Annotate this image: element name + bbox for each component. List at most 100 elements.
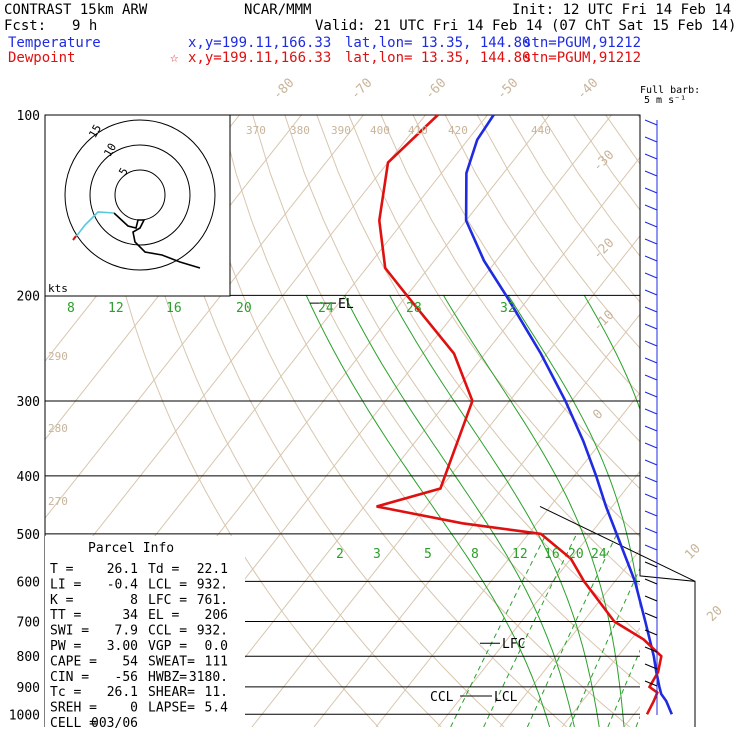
parcel-info-key: EL = bbox=[148, 608, 179, 623]
moist-adiabat-label: 20 bbox=[236, 301, 252, 316]
parcel-info-key: CAPE = bbox=[50, 654, 97, 669]
dry-adiabat bbox=[476, 115, 640, 349]
mixing-ratio-label: 2 bbox=[336, 547, 344, 562]
hodograph-units: kts bbox=[48, 282, 68, 295]
parcel-info-key: CELL = bbox=[50, 716, 97, 731]
mixing-ratio-line bbox=[483, 533, 578, 727]
mixing-ratio-label: 3 bbox=[373, 547, 381, 562]
isotherm-line bbox=[375, 391, 640, 727]
wind-barb bbox=[644, 255, 658, 262]
isotherm-label: -50 bbox=[494, 76, 521, 103]
moist-adiabat-label: 32 bbox=[500, 301, 516, 316]
legend-temperature-xy: x,y=199.11,166.33 bbox=[188, 35, 332, 51]
wind-barb bbox=[644, 187, 658, 194]
wind-barb bbox=[644, 425, 658, 432]
wind-barb bbox=[644, 272, 658, 279]
mixing-ratio-label: 12 bbox=[512, 547, 528, 562]
dry-adiabat bbox=[155, 115, 505, 727]
hodograph-ring-label: 10 bbox=[101, 141, 119, 159]
moist-adiabat bbox=[665, 295, 706, 727]
parcel-info-background bbox=[45, 536, 245, 727]
parcel-info-key: TT = bbox=[50, 608, 81, 623]
parcel-info-value: 3180. bbox=[189, 670, 228, 685]
lfc-label: LFC bbox=[502, 637, 525, 652]
ccl-label: CCL bbox=[430, 690, 454, 705]
wind-barb bbox=[644, 340, 658, 347]
hodograph-trace-low bbox=[74, 211, 115, 239]
parcel-info-value: 932. bbox=[197, 624, 228, 639]
parcel-info-title: Parcel Info bbox=[88, 541, 174, 556]
wind-barb bbox=[644, 153, 658, 160]
wind-barb bbox=[644, 459, 658, 466]
isotherm-label: -20 bbox=[590, 236, 617, 263]
dry-adiabat bbox=[670, 115, 740, 727]
mixing-ratio-line bbox=[658, 534, 737, 727]
parcel-info-key: CIN = bbox=[50, 670, 89, 685]
wind-barb bbox=[644, 680, 658, 687]
isotherm-label: -80 bbox=[270, 76, 297, 103]
wind-barb bbox=[644, 612, 658, 619]
parcel-info-value: 22.1 bbox=[197, 562, 228, 577]
legend-dewpoint-label: Dewpoint bbox=[8, 50, 76, 66]
dry-adiabat bbox=[380, 115, 640, 490]
dry-adiabat bbox=[91, 115, 379, 727]
parcel-info-value: 11. bbox=[205, 685, 228, 700]
moist-adiabat-label: 16 bbox=[166, 301, 182, 316]
isotherm-line bbox=[437, 470, 640, 727]
legend-temperature-stn: stn=PGUM,91212 bbox=[523, 35, 642, 51]
parcel-info-key: LI = bbox=[50, 577, 81, 592]
legend-temperature-label: Temperature bbox=[8, 35, 101, 51]
fcst-label: Fcst: bbox=[4, 18, 47, 34]
wind-barb bbox=[644, 136, 658, 143]
parcel-info-key: LFC = bbox=[148, 593, 187, 608]
moist-adiabat bbox=[389, 295, 600, 727]
parcel-info-value: 7.9 bbox=[115, 624, 138, 639]
isotherm-line bbox=[623, 705, 640, 727]
mixing-ratio-line bbox=[677, 534, 740, 727]
parcel-info-key: T = bbox=[50, 562, 74, 577]
parcel-info-key: LCL = bbox=[148, 577, 187, 592]
legend-dewpoint-stn: stn=PGUM,91212 bbox=[523, 50, 642, 66]
isotherm-label: -70 bbox=[348, 76, 375, 103]
isotherm-label: 10 bbox=[682, 541, 704, 563]
wind-barb bbox=[644, 323, 658, 330]
wind-barb bbox=[644, 306, 658, 313]
moist-adiabat bbox=[344, 295, 575, 727]
mixing-ratio-line bbox=[526, 533, 618, 727]
dry-adiabat bbox=[605, 115, 640, 165]
wind-barb bbox=[644, 357, 658, 364]
hodograph-trace bbox=[113, 212, 201, 269]
dry-adiabat bbox=[348, 115, 640, 538]
isotherm-label: 20 bbox=[704, 603, 726, 625]
wind-barb bbox=[644, 374, 658, 381]
dry-adiabat bbox=[444, 115, 640, 396]
wind-barb bbox=[644, 289, 658, 296]
mixing-ratio-label: 24 bbox=[591, 547, 607, 562]
legend-dewpoint-latlon: lat,lon= 13.35, 144.80 bbox=[345, 50, 531, 66]
pressure-tick-label: 300 bbox=[17, 395, 40, 410]
parcel-info-key: HWBZ= bbox=[148, 670, 187, 685]
legend-temperature-latlon: lat,lon= 13.35, 144.80 bbox=[345, 35, 531, 51]
pressure-tick-label: 800 bbox=[17, 650, 40, 665]
moist-adiabat bbox=[507, 295, 640, 609]
wind-barb bbox=[644, 221, 658, 228]
moist-adiabat-label: 28 bbox=[406, 301, 422, 316]
dry-adiabat bbox=[637, 115, 640, 119]
parcel-info-key: VGP = bbox=[148, 639, 187, 654]
dry-adiabat bbox=[734, 115, 740, 727]
parcel-info-key: LAPSE= bbox=[148, 701, 195, 716]
wind-barb bbox=[644, 238, 658, 245]
isotherm-line bbox=[189, 156, 640, 727]
dewpoint-profile-line bbox=[376, 114, 663, 715]
parcel-info-key: SHEAR= bbox=[148, 685, 195, 700]
isotherm-line bbox=[45, 115, 426, 598]
theta-label: 420 bbox=[448, 124, 468, 137]
wind-barb bbox=[644, 442, 658, 449]
moist-adiabat bbox=[723, 295, 740, 727]
dry-adiabat bbox=[508, 115, 640, 303]
model-title: CONTRAST 15km ARW bbox=[4, 2, 148, 18]
theta-label: 370 bbox=[246, 124, 266, 137]
pressure-tick-label: 700 bbox=[17, 615, 40, 630]
pressure-tick-label: 900 bbox=[17, 681, 40, 696]
